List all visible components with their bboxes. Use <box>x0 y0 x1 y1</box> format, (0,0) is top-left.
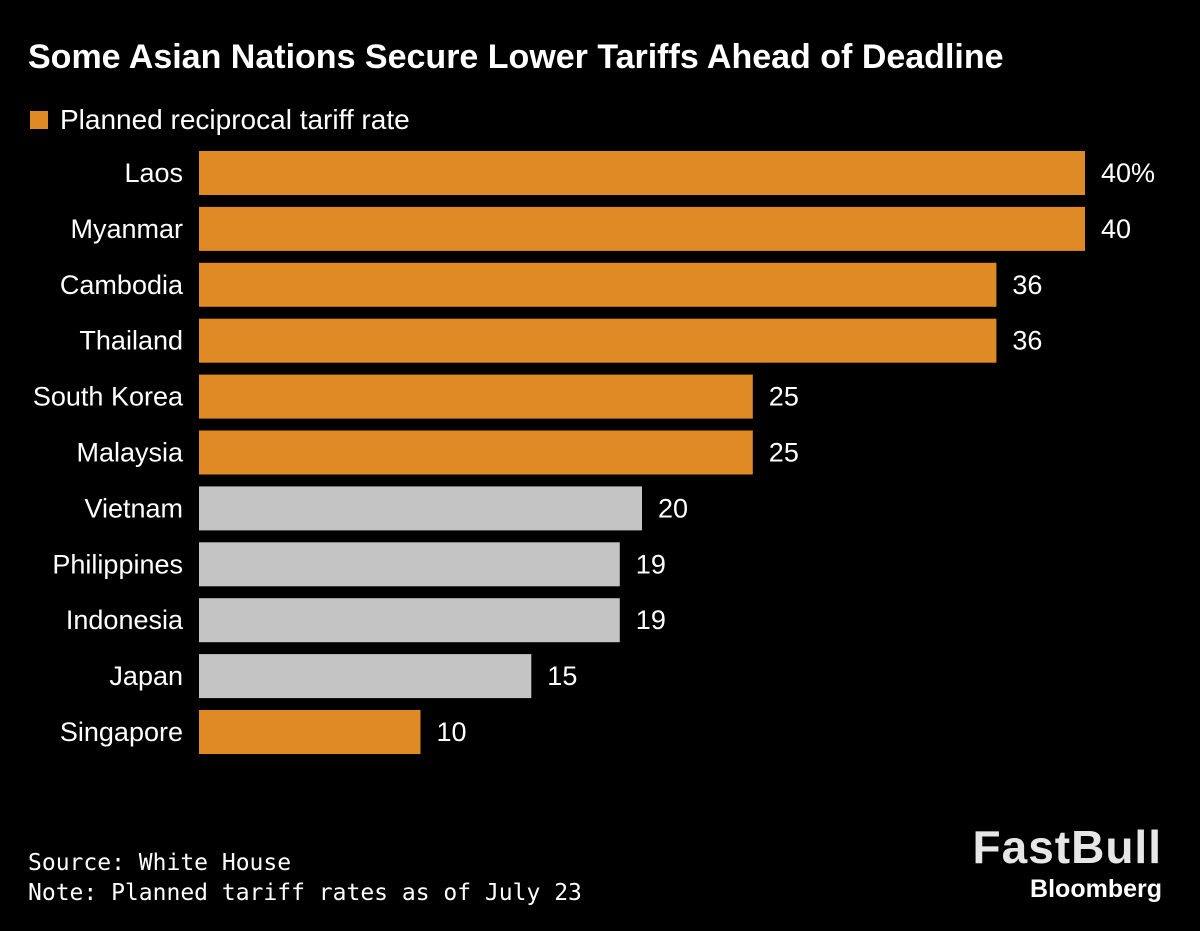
category-label: Cambodia <box>60 270 184 300</box>
fastbull-logo: FastBull <box>972 821 1162 873</box>
category-label: Indonesia <box>66 605 184 635</box>
category-label: Malaysia <box>76 438 184 468</box>
bar-vietnam <box>199 486 642 531</box>
legend-label: Planned reciprocal tariff rate <box>60 104 410 135</box>
bar-chart: Laos 40% Myanmar 40 Cambodia 36 Thailand 36 Sout… <box>33 151 1155 754</box>
value-label: 20 <box>658 493 688 523</box>
bar-myanmar <box>199 206 1085 251</box>
category-label: Thailand <box>79 326 183 356</box>
legend: Planned reciprocal tariff rate <box>30 102 410 138</box>
value-label: 40 <box>1101 214 1131 244</box>
bar-malaysia <box>199 430 753 475</box>
category-label: Vietnam <box>84 493 183 523</box>
category-label: Philippines <box>52 549 183 579</box>
category-label: Laos <box>124 158 183 188</box>
category-label: South Korea <box>33 382 184 412</box>
rates-note: Note: Planned tariff rates as of July 23 <box>28 880 582 906</box>
bar-philippines <box>199 542 620 587</box>
category-label: Singapore <box>60 717 183 747</box>
bar-cambodia <box>199 262 997 307</box>
watermark-logo: FastBull Bloomberg <box>973 822 1162 904</box>
bar-south-korea <box>199 374 753 419</box>
chart-title: Some Asian Nations Secure Lower Tariffs … <box>28 38 1004 76</box>
bar-singapore <box>199 710 421 754</box>
bar-indonesia <box>199 598 620 643</box>
value-label: 19 <box>636 549 666 579</box>
value-label: 25 <box>769 438 799 468</box>
bar-japan <box>199 654 532 699</box>
legend-swatch <box>30 111 48 129</box>
category-label: Myanmar <box>70 214 183 244</box>
footnotes: Source: White House Note: Planned tariff… <box>28 848 582 908</box>
value-label: 19 <box>636 605 666 635</box>
value-label: 40% <box>1101 158 1155 188</box>
bloomberg-logo: Bloomberg <box>1030 875 1162 903</box>
value-label: 36 <box>1012 326 1042 356</box>
value-label: 25 <box>769 382 799 412</box>
bar-laos <box>199 151 1085 195</box>
value-label: 36 <box>1012 270 1042 300</box>
source-note: Source: White House <box>28 850 292 876</box>
category-label: Japan <box>109 661 183 691</box>
value-label: 15 <box>547 661 577 691</box>
bar-thailand <box>199 318 997 363</box>
value-label: 10 <box>437 717 467 747</box>
